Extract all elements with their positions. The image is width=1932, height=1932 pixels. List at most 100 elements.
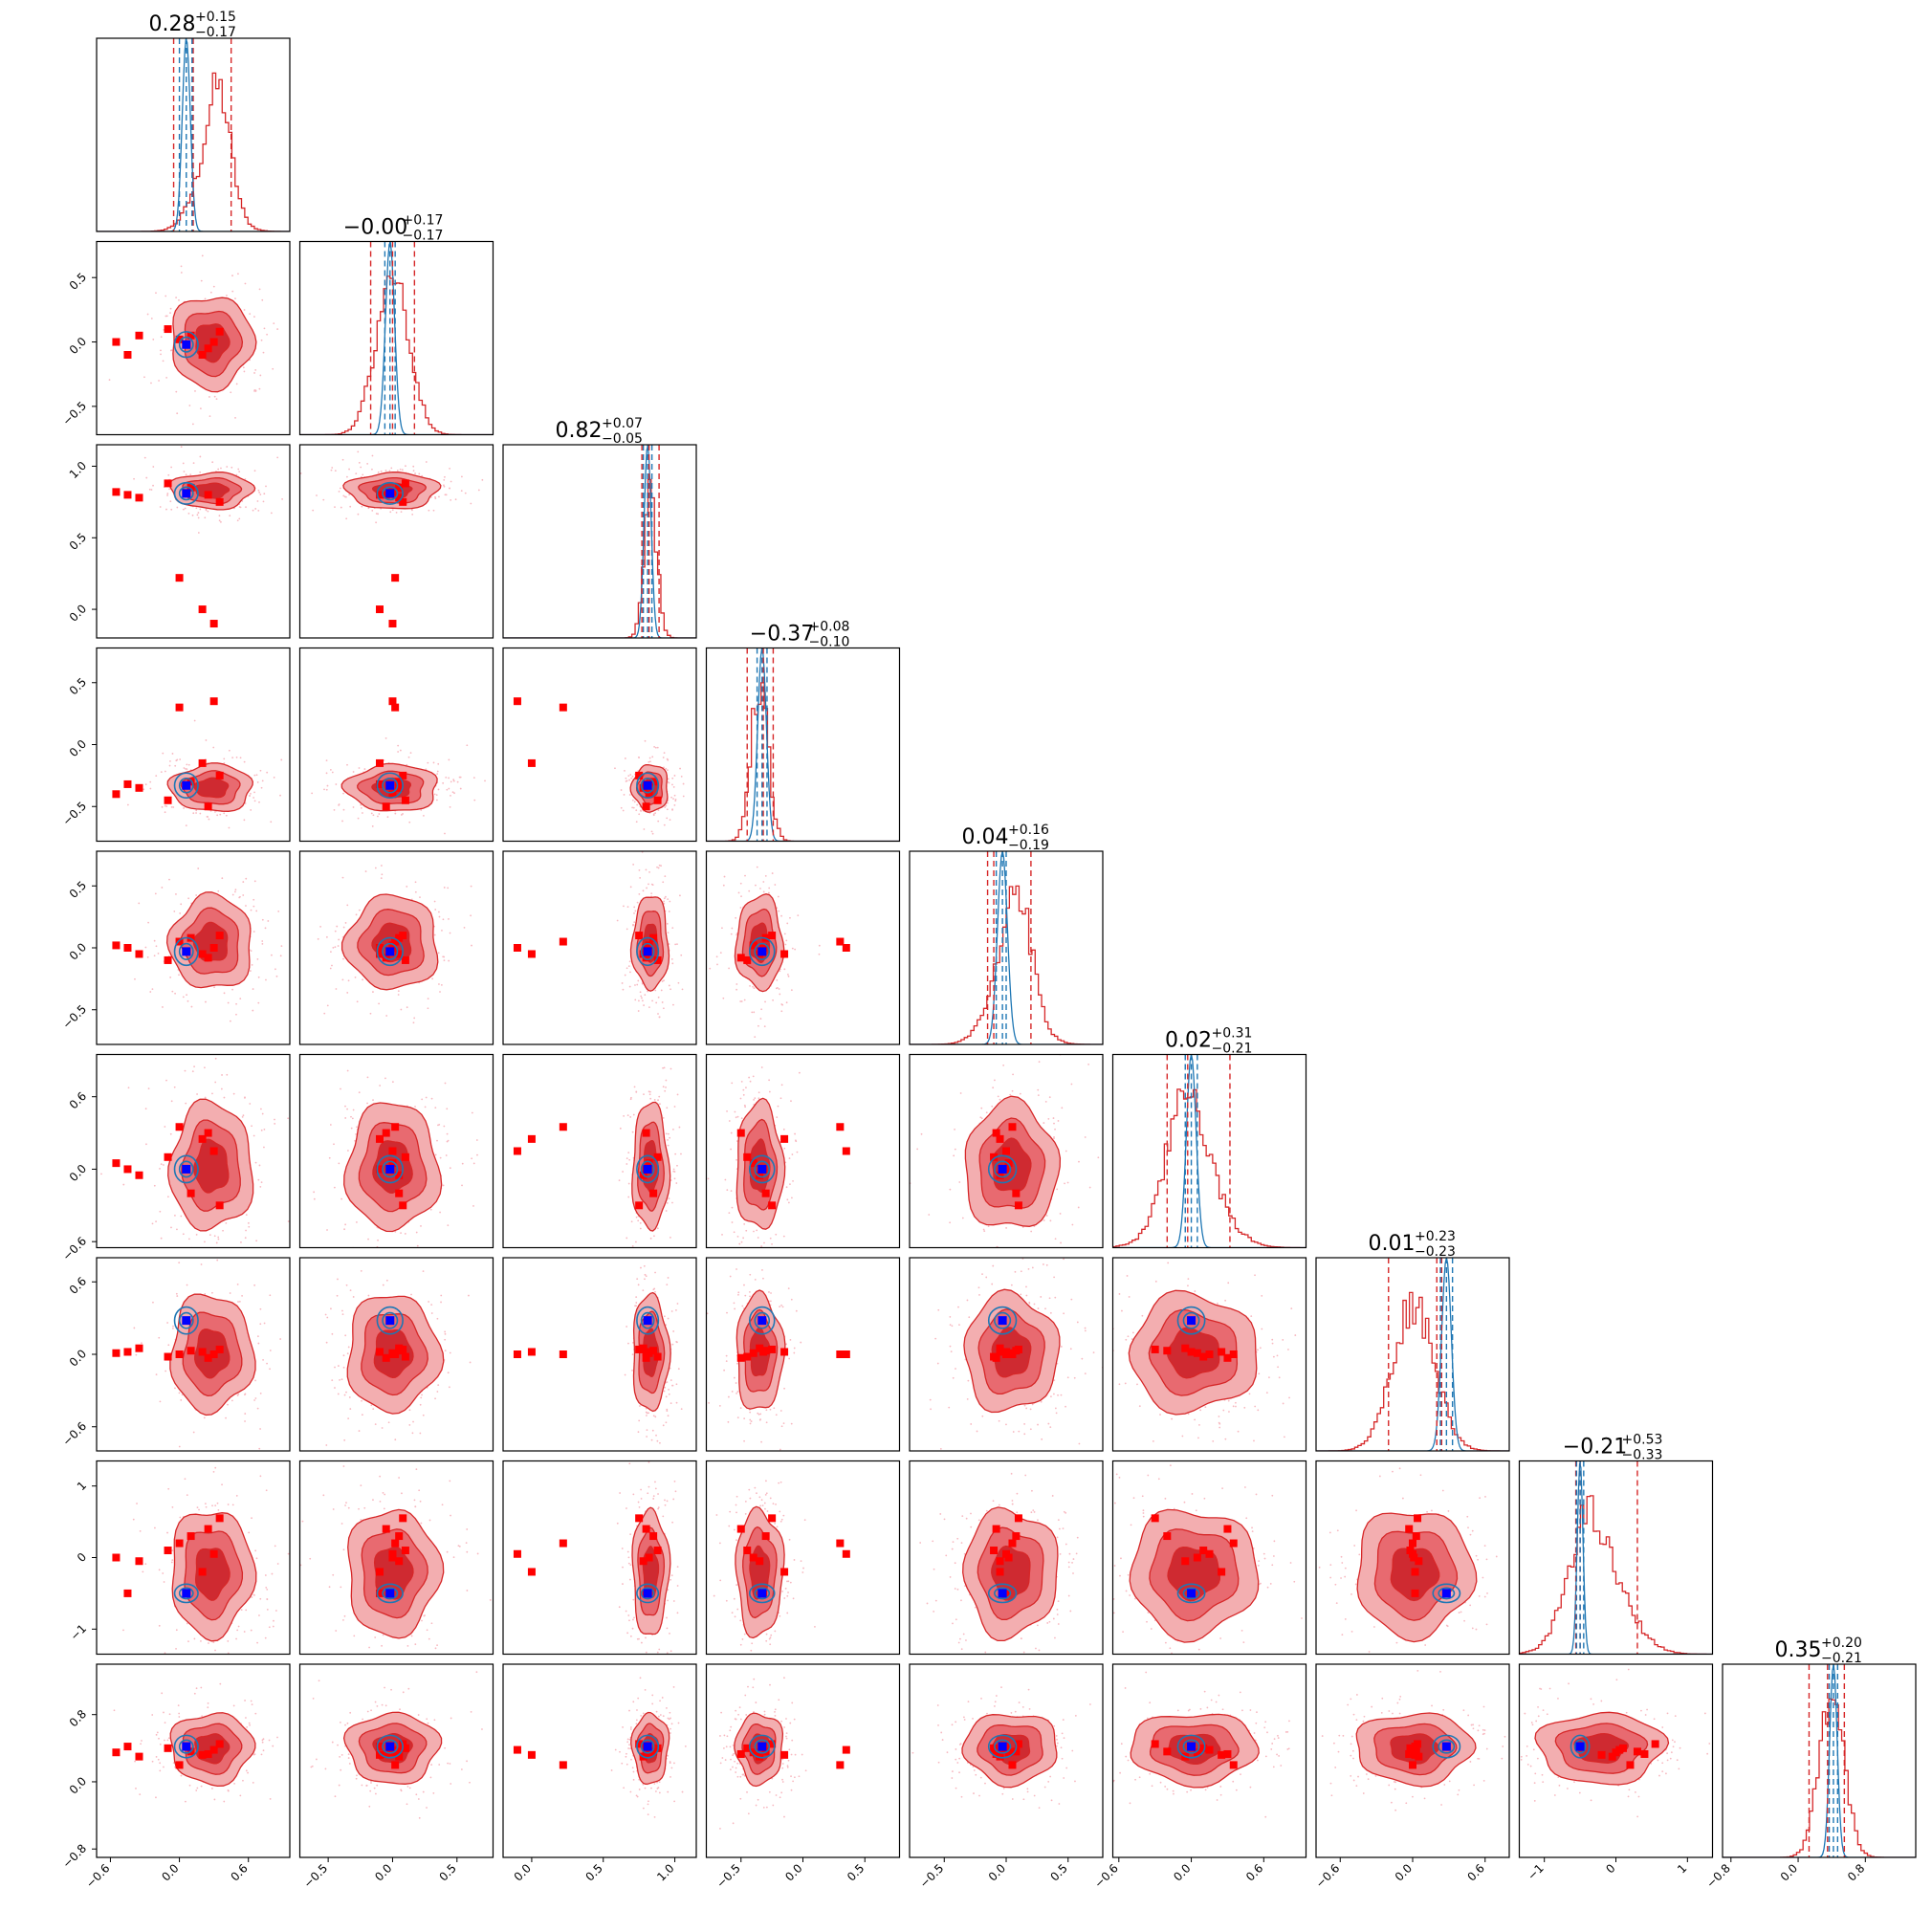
scatter-sample [377,513,380,516]
blue-contour [382,942,399,960]
scatter-sample [667,1790,670,1793]
scatter-sample [446,1132,449,1135]
red-contour-inner [192,777,230,799]
red-marker [399,497,407,506]
red-marker [399,1514,407,1523]
scatter-sample [633,921,636,924]
scatter-sample [436,1139,438,1142]
scatter-sample [635,809,638,812]
scatter-sample [197,512,200,514]
panel-frame [96,444,291,639]
scatter-sample [634,999,637,1001]
scatter-sample [266,1597,269,1600]
scatter-sample [631,1627,634,1630]
red-marker [391,937,400,946]
scatter-sample [227,1504,230,1505]
scatter-sample [241,1115,244,1118]
scatter-sample [644,994,647,997]
scatter-sample [216,1502,219,1504]
scatter-sample [449,805,451,808]
scatter-sample [435,1659,437,1661]
scatter-sample [167,1684,169,1686]
scatter-sample [391,1081,394,1084]
blue-contour [382,777,399,794]
scatter-sample [155,945,158,948]
scatter-sample [380,865,383,867]
scatter-sample [262,351,265,354]
scatter-sample [428,1637,430,1640]
scatter-sample [667,898,670,900]
scatter-sample [665,1395,668,1398]
scatter-sample [682,782,685,785]
scatter-sample [436,773,439,776]
scatter-sample [133,1327,136,1329]
scatter-sample [430,1304,433,1306]
scatter-sample [654,812,656,815]
scatter-sample [165,315,167,318]
scatter-sample [340,1378,343,1381]
scatter-sample [253,774,256,777]
scatter-sample [168,764,171,767]
scatter-sample [355,913,358,916]
scatter-sample [235,383,238,385]
red-marker [395,950,404,958]
scatter-sample [459,776,462,779]
scatter-sample [133,477,135,480]
scatter-sample [411,509,413,512]
scatter-sample [261,1739,264,1742]
truth-marker [182,1742,191,1751]
red-marker [382,802,390,811]
scatter-sample [203,1416,206,1419]
scatter-sample [326,1229,328,1231]
panel-frame [298,850,494,1045]
scatter-sample [433,933,436,936]
scatter-sample [627,965,630,968]
scatter-sample [207,510,209,513]
scatter-sample [481,1728,483,1730]
red-marker [635,932,644,940]
red-marker [382,1353,390,1362]
scatter-sample [273,777,275,779]
scatter-sample [212,1470,215,1473]
scatter-sample [197,532,200,534]
scatter-sample [226,295,228,296]
scatter-sample [185,824,187,827]
scatter-sample [667,1144,670,1147]
scatter-sample [404,1233,406,1235]
blue-contour [640,1311,655,1329]
scatter-sample [668,1197,670,1199]
scatter-sample [338,803,340,806]
scatter-sample [450,498,452,501]
panel-contents [100,1057,290,1248]
scatter-sample [322,498,325,501]
blue-contour [173,1306,199,1335]
scatter-sample [428,1519,431,1522]
scatter-sample [619,1127,622,1130]
scatter-sample [165,1370,167,1372]
scatter-sample [356,1000,359,1003]
y-tick-label: −0.5 [60,399,90,428]
scatter-sample [158,1569,161,1571]
scatter-sample [341,458,344,461]
panel-contents [112,1259,282,1450]
scatter-sample [673,1177,676,1180]
scatter-sample [664,1504,667,1506]
scatter-sample [345,1502,347,1504]
scatter-sample [281,497,283,500]
scatter-sample [244,1237,247,1240]
scatter-sample [333,809,336,811]
scatter-sample [632,1493,635,1496]
red-marker [401,1352,409,1361]
panel-frame [502,1460,697,1656]
scatter-sample [276,456,279,459]
red-marker [164,1153,172,1161]
y-tick-label: −0.5 [60,799,90,828]
panel-4-0: −0.50.00.5 [60,850,291,1045]
scatter-sample [135,1788,137,1789]
scatter-sample [654,1487,657,1490]
scatter-sample [628,779,631,781]
scatter-sample [229,1020,231,1022]
scatter-sample [379,1475,382,1478]
scatter-sample [672,786,675,788]
scatter-sample [672,1498,675,1501]
